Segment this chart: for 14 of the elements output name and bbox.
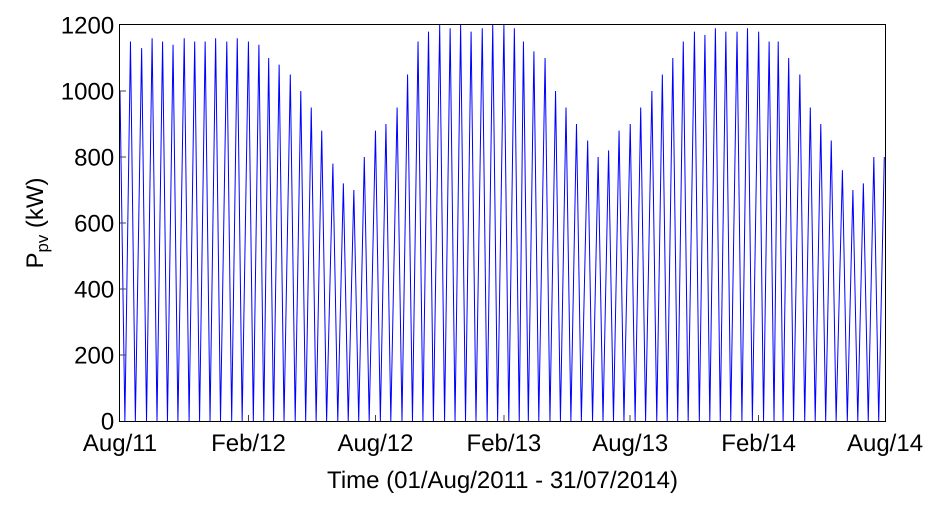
y-tick-label: 400 — [74, 276, 114, 304]
x-tick-label: Feb/13 — [466, 430, 542, 457]
x-tick-label: Aug/12 — [337, 430, 414, 457]
line-series — [120, 25, 885, 421]
x-axis-title: Time (01/Aug/2011 - 31/07/2014) — [327, 467, 678, 494]
y-tick-label: 800 — [74, 144, 114, 172]
x-tick-label: Aug/13 — [592, 430, 668, 457]
y-tick-label: 1200 — [60, 12, 114, 40]
x-tick-label: Aug/14 — [846, 430, 924, 457]
y-tick-label: 600 — [74, 210, 114, 238]
x-tick-label: Feb/12 — [211, 430, 286, 457]
y-tick-label: 1000 — [60, 78, 114, 106]
x-tick-label: Feb/14 — [721, 430, 796, 457]
y-tick-label: 200 — [74, 342, 114, 370]
